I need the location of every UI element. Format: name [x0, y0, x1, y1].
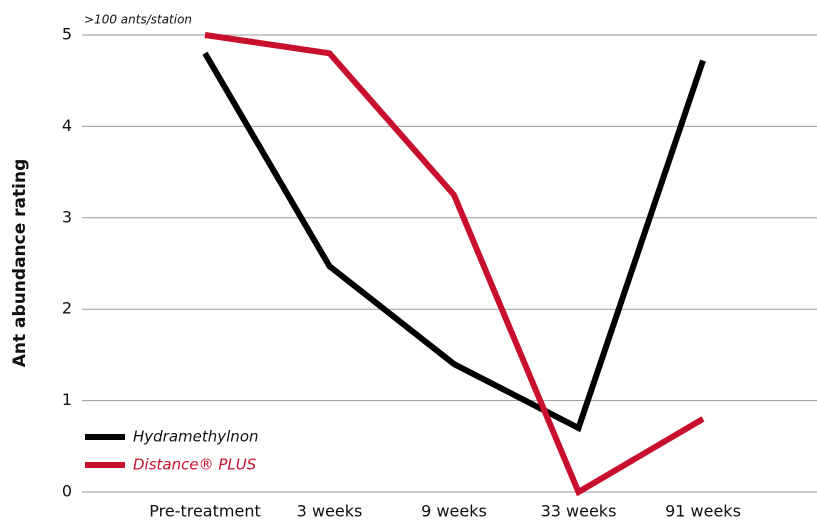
annotation: >100 ants/station [84, 13, 192, 27]
x-tick-label: Pre-treatment [149, 502, 260, 521]
x-tick-label: 3 weeks [297, 502, 363, 521]
y-tick-label: 2 [62, 299, 72, 318]
y-tick-label: 0 [62, 482, 72, 501]
legend-label: Distance® PLUS [133, 456, 257, 474]
line-series [202, 51, 706, 433]
x-tick-label: 9 weeks [421, 502, 487, 521]
x-tick-label: 91 weeks [665, 502, 741, 521]
y-tick-label: 5 [62, 25, 72, 44]
legend-label: Hydramethylnon [133, 428, 259, 446]
y-tick-label: 4 [62, 116, 72, 135]
y-tick-label: 1 [62, 390, 72, 409]
line-series [204, 32, 705, 497]
y-axis-label: Ant abundance rating [10, 159, 30, 368]
y-tick-label: 3 [62, 207, 72, 226]
x-tick-label: 33 weeks [541, 502, 617, 521]
